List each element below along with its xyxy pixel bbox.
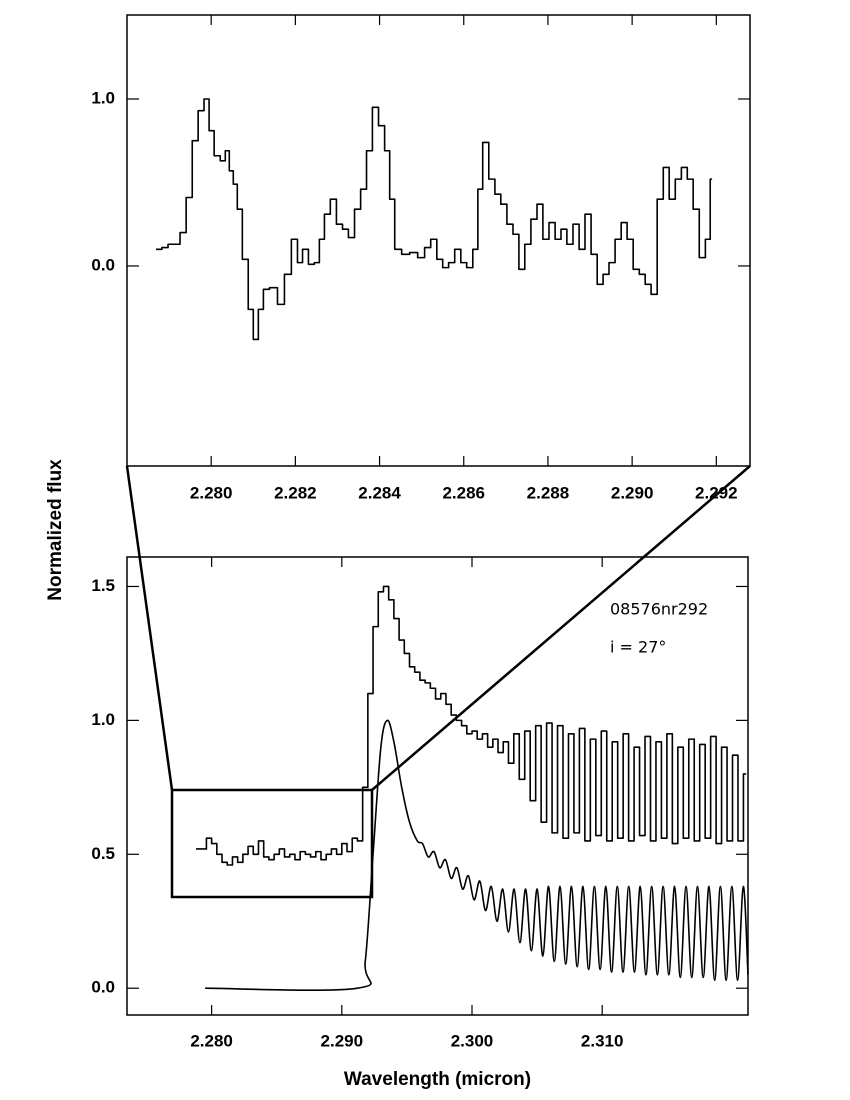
zoom-box xyxy=(170,788,374,899)
x-tick-label: 2.284 xyxy=(358,483,401,502)
zoom-connector xyxy=(125,465,174,791)
x-tick-label: 2.282 xyxy=(274,483,317,502)
plot-frame xyxy=(126,14,751,467)
y-tick-label: 1.5 xyxy=(91,576,115,595)
x-tick-label: 2.290 xyxy=(321,1031,364,1050)
x-axis-title: Wavelength (micron) xyxy=(344,1069,531,1090)
x-tick-label: 2.292 xyxy=(695,483,738,502)
y-tick-label: 0.0 xyxy=(91,255,115,274)
y-tick-label: 1.0 xyxy=(91,710,115,729)
y-tick-label: 1.0 xyxy=(91,88,115,107)
x-tick-label: 2.290 xyxy=(611,483,654,502)
x-tick-label: 2.310 xyxy=(581,1031,624,1050)
x-tick-label: 2.280 xyxy=(190,483,233,502)
y-tick-label: 0.5 xyxy=(91,844,115,863)
y-tick-label: 0.0 xyxy=(91,978,115,997)
zoom-connector xyxy=(371,465,751,791)
x-tick-label: 2.300 xyxy=(451,1031,494,1050)
x-tick-label: 2.288 xyxy=(527,483,570,502)
spectrum-line xyxy=(156,98,713,341)
x-tick-label: 2.286 xyxy=(442,483,485,502)
zoom-indicator xyxy=(125,465,751,899)
plot-frame xyxy=(126,556,749,1016)
annotation: 08576nr292 xyxy=(610,600,708,619)
x-tick-label: 2.280 xyxy=(190,1031,233,1050)
annotation: i = 27° xyxy=(610,638,666,657)
spectrum-line xyxy=(196,585,747,866)
y-axis-title: Normalized flux xyxy=(45,459,66,601)
spectrum-line xyxy=(205,719,749,991)
